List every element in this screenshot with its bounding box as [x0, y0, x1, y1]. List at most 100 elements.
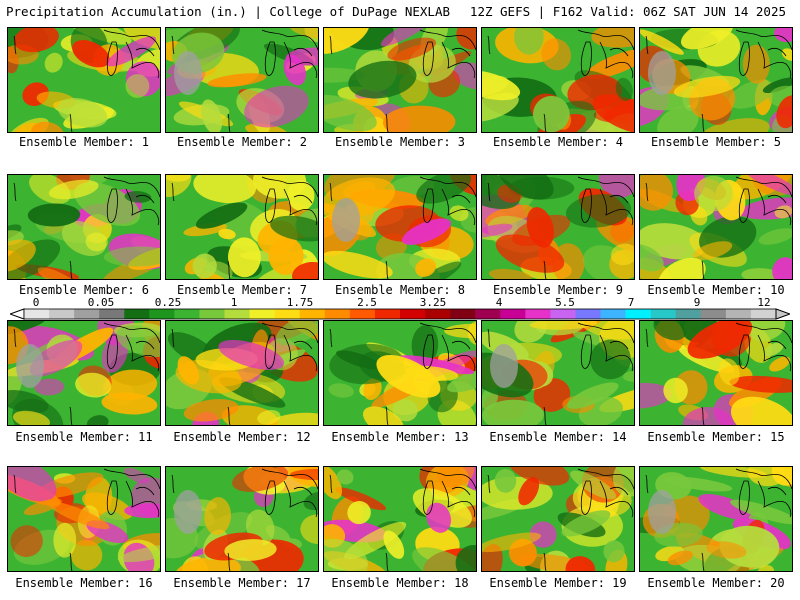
- coastline-outline: [645, 322, 792, 425]
- coastline-outline: [487, 176, 634, 279]
- colorbar-right-triangle: [775, 308, 790, 320]
- colorbar-swatch: [374, 309, 401, 319]
- ensemble-map-panel: [639, 320, 793, 426]
- precip-map: [8, 321, 160, 425]
- ensemble-member-label: Ensemble Member: 13: [331, 430, 469, 444]
- colorbar-tick-label: 5.5: [555, 296, 575, 309]
- ensemble-member-label: Ensemble Member: 2: [176, 135, 308, 149]
- ensemble-map-panel: [7, 320, 161, 426]
- coastline-outline: [171, 29, 318, 132]
- precip-map: [8, 467, 160, 571]
- colorbar-swatch: [349, 309, 376, 319]
- coastline-outline: [329, 468, 476, 571]
- coastline-outline: [13, 29, 160, 132]
- ensemble-map-panel: [165, 27, 319, 133]
- coastline-outline: [171, 176, 318, 279]
- precip-map: [166, 28, 318, 132]
- ensemble-map-panel: [481, 27, 635, 133]
- colorbar-left-triangle: [10, 308, 25, 320]
- coastline-outline: [171, 322, 318, 425]
- colorbar-swatch: [475, 309, 501, 319]
- coastline-outline: [171, 468, 318, 571]
- coastline-outline: [645, 468, 792, 571]
- ensemble-member-label: Ensemble Member: 16: [15, 576, 153, 590]
- precip-map: [324, 321, 476, 425]
- ensemble-member-label: Ensemble Member: 1: [18, 135, 150, 149]
- chart-title: Precipitation Accumulation (in.) | Colle…: [6, 4, 451, 19]
- colorbar-swatch: [450, 309, 476, 319]
- colorbar-swatch: [675, 309, 702, 319]
- precip-map: [324, 28, 476, 132]
- ensemble-map-panel: [323, 174, 477, 280]
- ensemble-map-panel: [7, 466, 161, 572]
- colorbar-swatch: [725, 309, 752, 319]
- precip-map: [482, 28, 634, 132]
- ensemble-member-label: Ensemble Member: 12: [173, 430, 311, 444]
- colorbar-tick-label: 4: [495, 296, 503, 309]
- ensemble-member-label: Ensemble Member: 18: [331, 576, 469, 590]
- ensemble-member-label: Ensemble Member: 20: [647, 576, 785, 590]
- coastline-outline: [645, 29, 792, 132]
- precip-map: [640, 28, 792, 132]
- precip-map: [640, 175, 792, 279]
- colorbar-swatch: [299, 309, 326, 319]
- colorbar-swatch: [550, 309, 576, 319]
- colorbar-swatch: [199, 309, 225, 319]
- colorbar-tick-label: 1: [230, 296, 238, 309]
- ensemble-map-panel: [639, 174, 793, 280]
- colorbar-tick-label: 12: [757, 296, 771, 309]
- colorbar-tick-label: 7: [627, 296, 635, 309]
- colorbar-tick-label: 2.5: [357, 296, 377, 309]
- model-run-info: 12Z GEFS | F162 Valid: 06Z SAT JUN 14 20…: [469, 4, 786, 19]
- colorbar-swatch: [600, 309, 626, 319]
- ensemble-map-panel: [165, 320, 319, 426]
- precip-map: [482, 321, 634, 425]
- coastline-outline: [329, 322, 476, 425]
- colorbar-tick-label: 0.25: [154, 296, 182, 309]
- colorbar-swatch: [124, 309, 150, 319]
- precip-map: [166, 321, 318, 425]
- colorbar-swatch: [400, 309, 426, 319]
- ensemble-map-panel: [481, 174, 635, 280]
- ensemble-member-label: Ensemble Member: 9: [492, 283, 624, 297]
- ensemble-member-label: Ensemble Member: 3: [334, 135, 466, 149]
- colorbar-swatch: [425, 309, 451, 319]
- ensemble-map-panel: [165, 466, 319, 572]
- ensemble-map-panel: [323, 320, 477, 426]
- colorbar-swatch: [74, 309, 100, 319]
- ensemble-member-label: Ensemble Member: 6: [18, 283, 150, 297]
- colorbar-tick-label: 0.05: [87, 296, 115, 309]
- colorbar-swatch: [324, 309, 351, 319]
- colorbar-tick-label: 9: [693, 296, 701, 309]
- precip-map: [482, 467, 634, 571]
- colorbar-tick-label: 0: [32, 296, 40, 309]
- colorbar-swatch: [625, 309, 651, 319]
- colorbar: [10, 308, 790, 320]
- coastline-outline: [13, 468, 160, 571]
- colorbar-swatch: [224, 309, 250, 319]
- coastline-outline: [13, 322, 160, 425]
- coastline-outline: [13, 176, 160, 279]
- precip-map: [166, 175, 318, 279]
- colorbar-swatch: [700, 309, 727, 319]
- ensemble-map-panel: [481, 320, 635, 426]
- ensemble-map-panel: [165, 174, 319, 280]
- precip-map: [8, 175, 160, 279]
- colorbar-tick-label: 3.25: [419, 296, 447, 309]
- ensemble-member-label: Ensemble Member: 15: [647, 430, 785, 444]
- precip-map: [166, 467, 318, 571]
- coastline-outline: [329, 29, 476, 132]
- ensemble-map-panel: [323, 27, 477, 133]
- ensemble-member-label: Ensemble Member: 17: [173, 576, 311, 590]
- precip-map: [640, 467, 792, 571]
- colorbar-swatch: [274, 309, 301, 319]
- colorbar-swatch: [575, 309, 601, 319]
- precip-map: [482, 175, 634, 279]
- ensemble-map-panel: [7, 27, 161, 133]
- colorbar-swatch: [249, 309, 275, 319]
- ensemble-member-label: Ensemble Member: 11: [15, 430, 153, 444]
- ensemble-map-panel: [481, 466, 635, 572]
- colorbar-tick-label: 1.75: [286, 296, 314, 309]
- coastline-outline: [645, 176, 792, 279]
- colorbar-swatch: [24, 309, 50, 319]
